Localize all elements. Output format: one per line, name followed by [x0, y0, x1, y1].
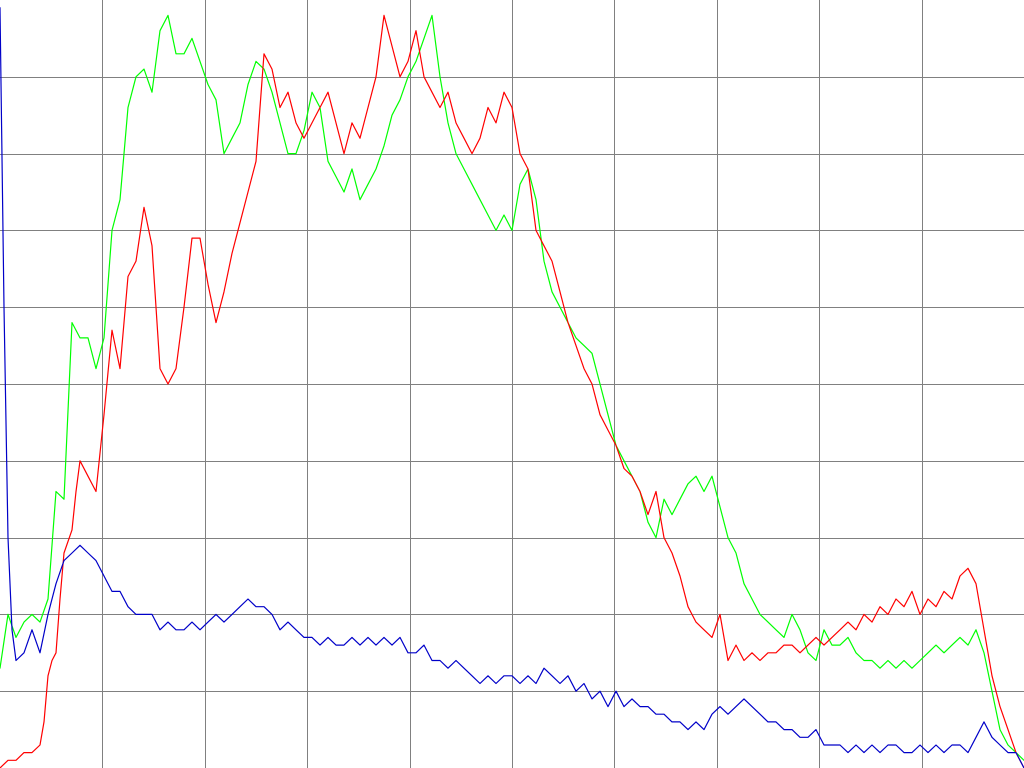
red-series-line	[0, 14, 1024, 768]
blue-series-line	[0, 7, 1024, 768]
green-series-line	[0, 14, 1024, 761]
series-group	[0, 7, 1024, 768]
